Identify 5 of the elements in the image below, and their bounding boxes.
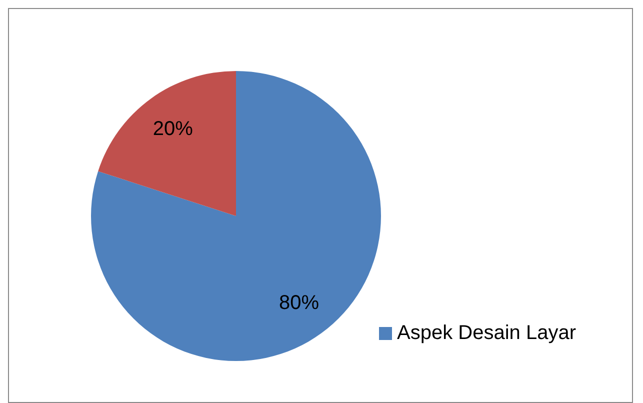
pie-slice [91,71,381,361]
pie-slice [98,71,236,216]
data-label: 80% [279,292,320,314]
legend-label: Aspek Desain Layar [397,322,576,345]
data-label: 20% [152,118,194,140]
